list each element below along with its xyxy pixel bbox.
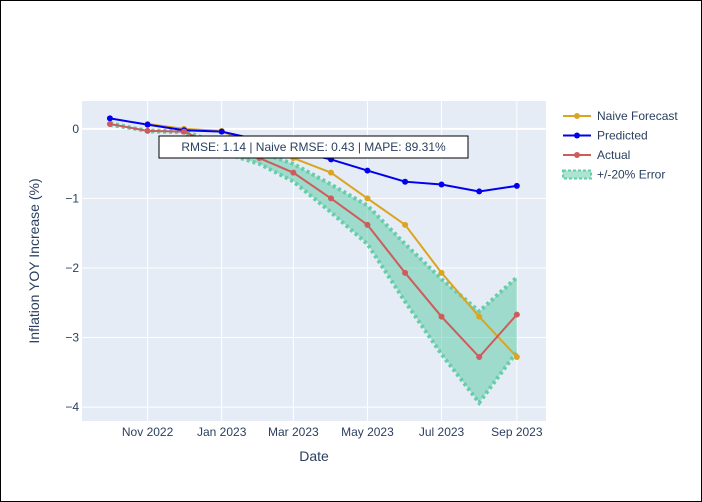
actual-point	[144, 127, 151, 134]
predicted-point	[364, 167, 371, 174]
predicted-point	[218, 128, 225, 135]
actual-point	[476, 354, 483, 360]
actual-point	[402, 269, 409, 276]
legend-swatch-band	[562, 169, 592, 180]
rmse-annotation: RMSE: 1.14 | Naive RMSE: 0.43 | MAPE: 89…	[158, 135, 469, 159]
annotation-text: RMSE: 1.14 | Naive RMSE: 0.43 | MAPE: 89…	[181, 140, 446, 154]
legend-label: +/-20% Error	[597, 168, 665, 182]
predicted-point	[106, 115, 113, 122]
y-tick-label: −1	[65, 191, 79, 205]
actual-point	[290, 169, 297, 176]
legend-marker-actual	[574, 152, 580, 158]
y-tick-label: 0	[72, 122, 79, 136]
actual-line	[109, 122, 518, 359]
predicted-point	[402, 178, 409, 185]
x-tick-label: Sep 2023	[491, 425, 543, 439]
y-tick-label: −2	[65, 261, 79, 275]
x-axis-ticks: Nov 2022 Jan 2023 Mar 2023 May 2023 Jul 2023…	[122, 425, 543, 439]
legend-marker-naive-forecast	[574, 113, 580, 119]
naive-forecast-point	[364, 195, 371, 202]
y-tick-label: −3	[65, 331, 79, 345]
legend-label: Actual	[597, 148, 630, 162]
naive-forecast-point	[438, 269, 445, 276]
actual-point	[106, 120, 113, 127]
y-tick-label: −4	[65, 400, 79, 414]
legend-label: Naive Forecast	[597, 109, 678, 123]
predicted-point	[438, 181, 445, 188]
x-tick-label: Jul 2023	[419, 425, 465, 439]
actual-point	[181, 128, 188, 135]
naive-forecast-point	[402, 221, 409, 228]
actual-point	[364, 221, 371, 228]
x-tick-label: May 2023	[341, 425, 394, 439]
x-tick-label: Mar 2023	[268, 425, 319, 439]
y-axis-ticks: 0 −1 −2 −3 −4	[65, 122, 79, 414]
x-axis-title: Date	[299, 448, 329, 464]
predicted-point	[476, 188, 483, 195]
legend: Naive Forecast Predicted Actual +/-20% Erro…	[562, 109, 678, 182]
naive-forecast-point	[476, 313, 483, 320]
actual-point	[328, 195, 335, 202]
naive-forecast-point	[328, 169, 335, 176]
x-tick-label: Nov 2022	[122, 425, 174, 439]
actual-point	[513, 311, 520, 318]
predicted-point	[144, 121, 151, 128]
y-axis-title: Inflation YOY Increase (%)	[26, 178, 42, 343]
legend-marker-predicted	[574, 132, 580, 139]
actual-point	[438, 313, 445, 320]
x-tick-label: Jan 2023	[197, 425, 247, 439]
naive-forecast-point	[513, 354, 520, 360]
annotation-box	[158, 135, 469, 159]
legend-label: Predicted	[597, 129, 648, 143]
predicted-point	[513, 182, 520, 189]
error-band-fill	[109, 122, 517, 403]
